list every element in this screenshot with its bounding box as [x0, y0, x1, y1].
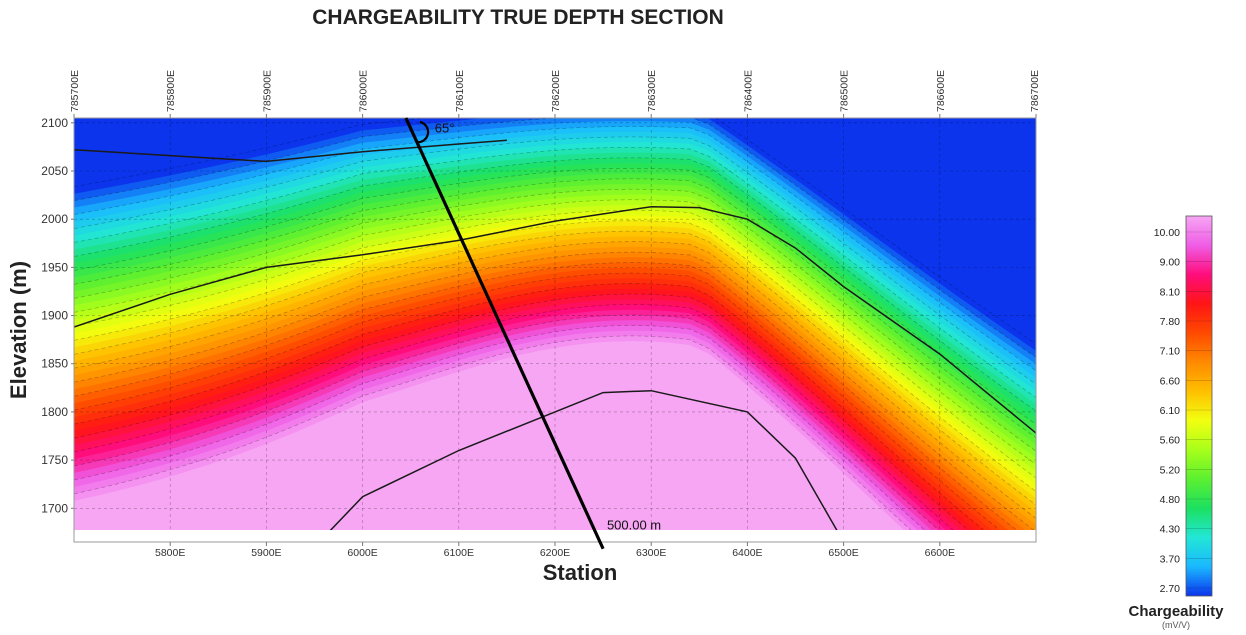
colorbar-tick-labels: 10.00 9.00 8.10 7.80 7.10 6.60 6.10 5.60 5.20 4.8…	[1154, 227, 1212, 595]
dashed-contour	[74, 325, 925, 530]
x-tick-label: 6000E	[347, 547, 377, 559]
chart-title: CHARGEABILITY TRUE DEPTH SECTION	[312, 6, 723, 29]
colorbar-tick-label: 2.70	[1160, 583, 1181, 595]
top-tick-label: 785900E	[261, 70, 273, 112]
dashed-contour	[74, 262, 1018, 530]
dashed-contour	[74, 241, 1036, 519]
dashed-contour	[74, 118, 1036, 358]
y-tick-label: 1750	[41, 453, 68, 467]
dashed-contour	[74, 157, 1036, 412]
x-axis-label: Station	[543, 560, 618, 585]
dashed-contour	[74, 199, 1036, 465]
dashed-contour	[74, 147, 1036, 398]
colorbar-tick-label: 6.10	[1160, 405, 1181, 417]
colorbar-unit: (mV/V)	[1162, 620, 1190, 630]
x-tick-labels: 5800E 5900E 6000E 6100E 6200E 6300E 6400E 6500E…	[155, 542, 955, 559]
dashed-contours	[74, 118, 1036, 530]
y-axis-label: Elevation (m)	[6, 261, 31, 399]
colorbar: 10.00 9.00 8.10 7.80 7.10 6.60 6.10 5.60 5.20 4.8…	[1154, 215, 1213, 597]
top-tick-label: 786700E	[1029, 70, 1041, 112]
dashed-contour	[74, 251, 1035, 530]
dashed-contour	[74, 209, 1036, 479]
dashed-contour	[74, 136, 1036, 385]
y-tick-label: 1700	[41, 501, 68, 515]
plot-area	[74, 118, 1036, 542]
colorbar-tick-label: 4.30	[1160, 524, 1181, 536]
y-tick-label: 1800	[41, 405, 68, 419]
top-tick-labels: 785700E 785800E 785900E 786000E 786100E 78620…	[69, 70, 1041, 118]
dip-angle-arc	[415, 120, 430, 144]
colorbar-tick-label: 5.60	[1160, 435, 1181, 447]
top-tick-label: 786500E	[839, 70, 851, 112]
top-tick-label: 785800E	[165, 70, 177, 112]
top-tick-label: 786200E	[550, 70, 562, 112]
contour-level-11	[329, 389, 838, 530]
top-tick-label: 786100E	[454, 70, 466, 112]
y-tick-label: 2000	[41, 212, 68, 226]
colorbar-tick-label: 8.10	[1160, 286, 1181, 298]
bottom-mask-strip	[74, 530, 1036, 542]
x-tick-label: 6400E	[732, 547, 762, 559]
hole-length-label: 500.00 m	[607, 517, 661, 532]
dashed-contour	[74, 283, 985, 530]
dashed-contour	[74, 293, 969, 530]
drillhole-line	[404, 117, 605, 550]
y-tick-label: 2050	[41, 164, 68, 178]
top-tick-label: 785700E	[69, 70, 81, 112]
dashed-contour	[74, 335, 912, 530]
dashed-contour	[74, 178, 1036, 439]
top-tick-label: 786300E	[646, 70, 658, 112]
y-tick-label: 1900	[41, 309, 68, 323]
colorbar-tick-label: 7.80	[1160, 316, 1181, 328]
colorbar-title: Chargeability	[1128, 603, 1224, 620]
x-tick-label: 6600E	[925, 547, 955, 559]
x-tick-label: 6500E	[828, 547, 858, 559]
chargeability-field	[74, 118, 1036, 530]
contour-lines	[74, 139, 1036, 530]
y-tick-label: 2100	[41, 116, 68, 130]
dashed-contour	[74, 272, 1001, 530]
y-tick-label: 1950	[41, 260, 68, 274]
contour-level-3	[74, 139, 507, 163]
colorbar-tick-label: 6.60	[1160, 375, 1181, 387]
colorbar-tick-label: 9.00	[1160, 257, 1181, 269]
x-tick-label: 6100E	[444, 547, 474, 559]
colorbar-tick-label: 4.80	[1160, 494, 1181, 506]
top-tick-label: 786000E	[358, 70, 370, 112]
colorbar-tick-label: 10.00	[1154, 227, 1180, 239]
colorbar-tick-label: 3.70	[1160, 553, 1181, 565]
colorbar-ramp	[1185, 215, 1213, 597]
x-tick-label: 5800E	[155, 547, 185, 559]
drillhole-trace: 65° 500.00 m	[404, 117, 661, 550]
x-tick-label: 5900E	[251, 547, 281, 559]
top-tick-label: 786600E	[935, 70, 947, 112]
x-tick-label: 6200E	[540, 547, 570, 559]
top-tick-label: 786400E	[742, 70, 754, 112]
dashed-contour	[74, 167, 1036, 425]
dip-angle-label: 65°	[435, 120, 455, 135]
contour-level-5	[74, 205, 1036, 434]
x-tick-label: 6300E	[636, 547, 666, 559]
dashed-contour	[74, 126, 1036, 372]
grid-lines	[74, 118, 1036, 530]
dashed-contour	[74, 118, 1036, 345]
colorbar-tick-label: 5.20	[1160, 464, 1181, 476]
y-tick-labels: 1700 1750 1800 1850 1900 1950 2000 2050 2100	[41, 116, 74, 515]
y-tick-label: 1850	[41, 357, 68, 371]
dashed-contour	[74, 220, 1036, 492]
dashed-contour	[74, 188, 1036, 452]
field-band	[74, 341, 904, 530]
colorbar-tick-label: 7.10	[1160, 346, 1181, 358]
